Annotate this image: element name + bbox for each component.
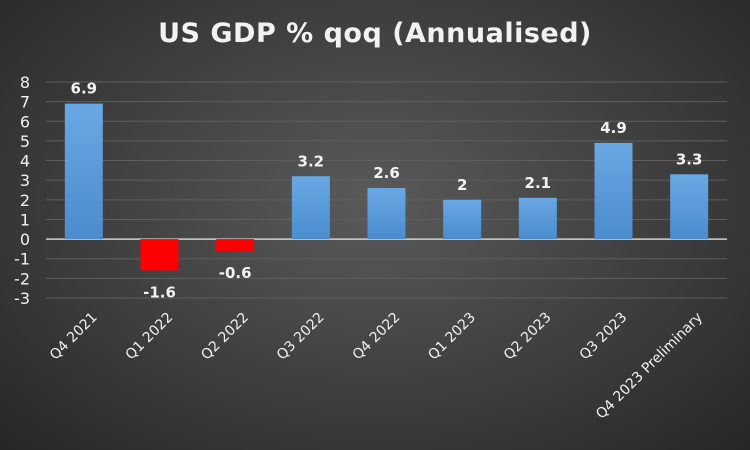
data-label: 2.6 [373, 164, 400, 182]
y-tick-label: -2 [14, 269, 30, 288]
y-tick-label: 3 [20, 171, 30, 190]
y-tick-label: -3 [14, 289, 30, 308]
x-tick-label: Q4 2021 [47, 310, 101, 364]
x-tick-label: Q4 2022 [350, 310, 404, 364]
y-tick-label: 7 [20, 93, 30, 112]
y-tick-label: -1 [14, 250, 30, 269]
data-label: 3.2 [298, 152, 325, 170]
bar [216, 239, 255, 251]
y-tick-label: 5 [20, 132, 30, 151]
data-label: 6.9 [71, 80, 98, 98]
bar [367, 188, 406, 240]
x-tick-label: Q1 2022 [123, 310, 177, 364]
x-tick-label: Q1 2023 [425, 310, 479, 364]
data-label: 4.9 [600, 119, 627, 137]
data-label: 3.3 [676, 150, 703, 168]
x-tick-label: Q2 2022 [198, 310, 252, 364]
chart-title: US GDP % qoq (Annualised) [158, 18, 592, 49]
x-tick-label: Q3 2022 [274, 310, 328, 364]
data-label: 2.1 [525, 174, 552, 192]
data-label: -0.6 [219, 264, 252, 282]
bar [140, 239, 179, 271]
y-tick-label: 2 [20, 191, 30, 210]
y-tick-label: 8 [20, 73, 30, 92]
x-tick-label: Q2 2023 [501, 310, 555, 364]
bar [443, 199, 482, 240]
y-tick-label: 4 [20, 152, 30, 171]
y-tick-label: 0 [20, 230, 30, 249]
bar [670, 174, 709, 240]
data-label: 2 [457, 176, 467, 194]
y-tick-label: 6 [20, 112, 30, 131]
data-label: -1.6 [143, 284, 176, 302]
y-tick-label: 1 [20, 210, 30, 229]
bar [64, 103, 103, 240]
bar [518, 197, 557, 240]
bar [291, 176, 330, 240]
bar [594, 142, 633, 240]
x-tick-label: Q3 2023 [577, 310, 631, 364]
